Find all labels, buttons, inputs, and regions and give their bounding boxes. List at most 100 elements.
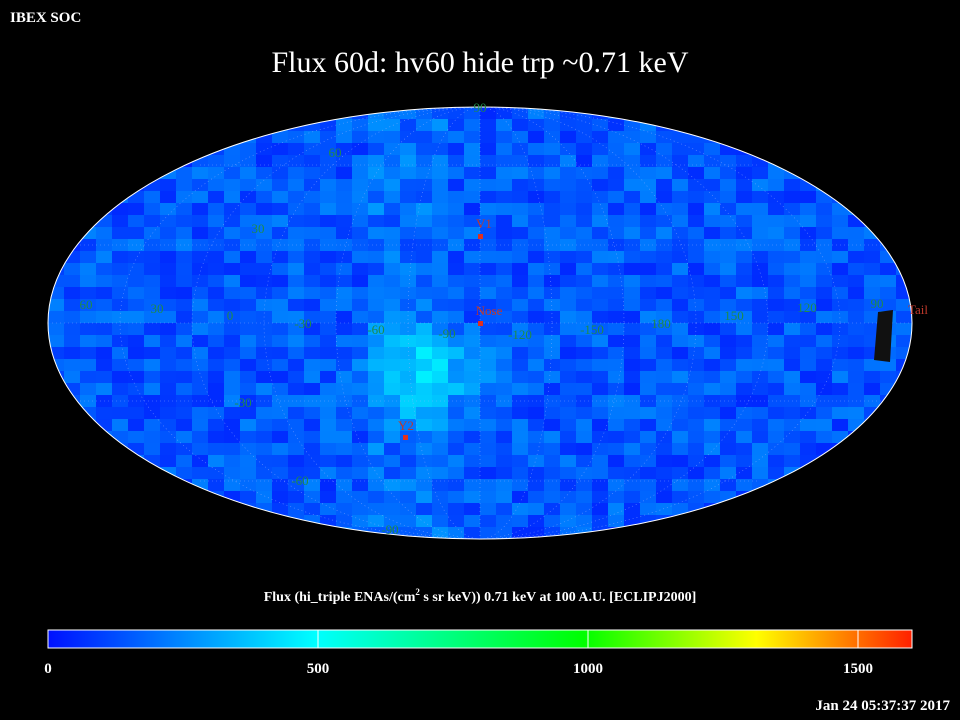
- flux-cell: [400, 275, 417, 288]
- flux-cell: [496, 479, 513, 492]
- flux-cell: [512, 215, 529, 228]
- flux-cell: [528, 275, 545, 288]
- flux-cell: [144, 191, 161, 204]
- flux-cell: [336, 467, 353, 480]
- flux-cell: [672, 467, 689, 480]
- flux-cell: [864, 251, 881, 264]
- flux-cell: [688, 407, 705, 420]
- flux-cell: [336, 335, 353, 348]
- flux-cell: [192, 251, 209, 264]
- flux-cell: [752, 383, 769, 396]
- flux-cell: [576, 515, 593, 528]
- flux-cell: [416, 467, 433, 480]
- flux-cell: [112, 419, 129, 432]
- flux-cell: [512, 299, 529, 312]
- flux-cell: [656, 455, 673, 468]
- flux-cell: [736, 323, 753, 336]
- flux-cell: [208, 479, 225, 492]
- flux-cell: [656, 359, 673, 372]
- flux-cell: [624, 227, 641, 240]
- flux-cell: [336, 191, 353, 204]
- flux-cell: [688, 263, 705, 276]
- flux-cell: [112, 359, 129, 372]
- flux-cell: [640, 335, 657, 348]
- flux-cell: [672, 503, 689, 516]
- flux-cell: [336, 479, 353, 492]
- flux-cell: [560, 371, 577, 384]
- flux-cell: [480, 371, 497, 384]
- flux-cell: [896, 323, 912, 336]
- flux-cell: [480, 179, 497, 192]
- flux-cell: [336, 323, 353, 336]
- flux-cell: [272, 455, 289, 468]
- flux-cell: [320, 419, 337, 432]
- flux-cell: [480, 359, 497, 372]
- flux-cell: [816, 383, 833, 396]
- flux-cell: [784, 179, 801, 192]
- flux-cell: [608, 215, 625, 228]
- flux-cell: [272, 143, 289, 156]
- flux-cell: [704, 311, 721, 324]
- flux-cell: [480, 455, 497, 468]
- flux-cell: [320, 167, 337, 180]
- marker-label: Nose: [476, 303, 503, 318]
- grid-label: 120: [797, 300, 817, 315]
- flux-cell: [80, 347, 97, 360]
- flux-cell: [96, 371, 113, 384]
- flux-cell: [704, 275, 721, 288]
- flux-cell: [288, 227, 305, 240]
- flux-cell: [752, 311, 769, 324]
- flux-cell: [592, 299, 609, 312]
- flux-cell: [224, 155, 241, 168]
- flux-cell: [288, 443, 305, 456]
- flux-cell: [336, 311, 353, 324]
- flux-cell: [704, 347, 721, 360]
- flux-cell: [256, 431, 273, 444]
- flux-cell: [480, 479, 497, 492]
- flux-cell: [304, 419, 321, 432]
- flux-cell: [656, 179, 673, 192]
- flux-cell: [544, 359, 561, 372]
- flux-cell: [416, 479, 433, 492]
- flux-cell: [256, 323, 273, 336]
- flux-cell: [496, 443, 513, 456]
- flux-cell: [560, 275, 577, 288]
- flux-cell: [336, 155, 353, 168]
- flux-cell: [800, 311, 817, 324]
- flux-cell: [368, 323, 385, 336]
- flux-cell: [672, 215, 689, 228]
- flux-cell: [352, 179, 369, 192]
- flux-cell: [128, 203, 145, 216]
- flux-cell: [704, 203, 721, 216]
- flux-cell: [624, 143, 641, 156]
- flux-cell: [384, 347, 401, 360]
- flux-cell: [192, 359, 209, 372]
- flux-cell: [416, 491, 433, 504]
- flux-cell: [208, 167, 225, 180]
- flux-cell: [624, 467, 641, 480]
- flux-cell: [272, 179, 289, 192]
- flux-cell: [736, 179, 753, 192]
- flux-cell: [320, 359, 337, 372]
- flux-cell: [448, 107, 465, 120]
- flux-cell: [400, 407, 417, 420]
- colorbar-tick: 1500: [843, 661, 873, 677]
- flux-cell: [176, 383, 193, 396]
- flux-cell: [416, 155, 433, 168]
- flux-cell: [528, 455, 545, 468]
- flux-cell: [96, 287, 113, 300]
- flux-cell: [752, 467, 769, 480]
- flux-cell: [528, 407, 545, 420]
- flux-cell: [336, 431, 353, 444]
- flux-cell: [224, 359, 241, 372]
- colorbar-tick: 500: [307, 661, 330, 677]
- flux-cell: [720, 383, 737, 396]
- flux-cell: [432, 191, 449, 204]
- flux-cell: [528, 311, 545, 324]
- flux-cell: [464, 479, 481, 492]
- flux-cell: [608, 467, 625, 480]
- flux-cell: [688, 335, 705, 348]
- flux-cell: [640, 311, 657, 324]
- flux-cell: [320, 251, 337, 264]
- flux-cell: [848, 407, 865, 420]
